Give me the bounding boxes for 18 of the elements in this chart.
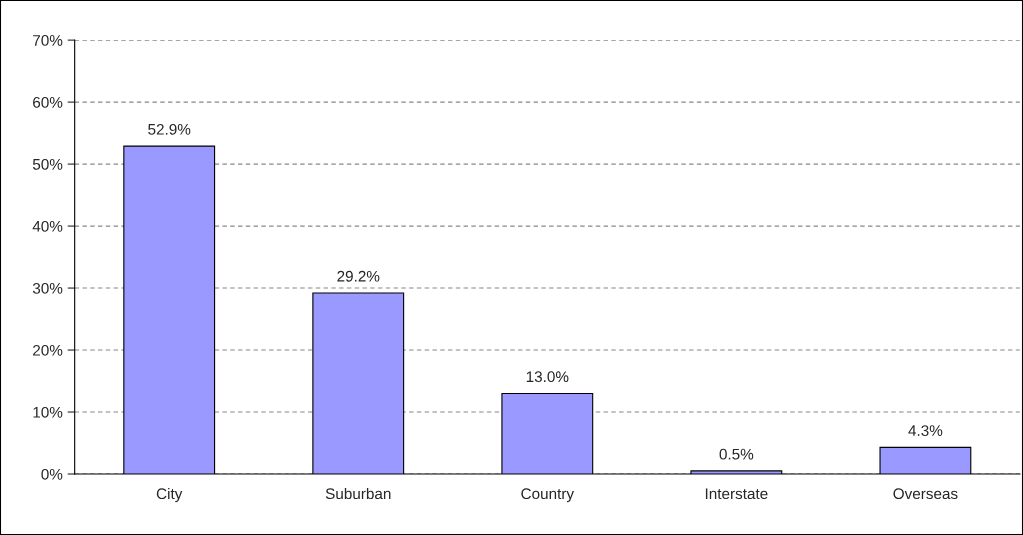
data-label: 13.0% bbox=[526, 371, 569, 383]
y-tick-label: 20% bbox=[33, 344, 63, 356]
x-tick-label: City bbox=[156, 487, 183, 503]
y-tick-label: 30% bbox=[32, 282, 63, 294]
y-tick-label: 70% bbox=[33, 34, 63, 46]
y-tick-label: 10% bbox=[33, 406, 63, 418]
x-tick-label: Interstate bbox=[705, 488, 768, 500]
data-label: 29.2% bbox=[337, 270, 380, 282]
y-tick-label: 0% bbox=[41, 468, 63, 480]
data-label: 4.3% bbox=[908, 425, 943, 436]
x-tick-label: Country bbox=[521, 488, 575, 503]
y-tick-label: 50% bbox=[32, 158, 63, 170]
data-label: 52.9% bbox=[148, 123, 191, 135]
y-tick-label: 40% bbox=[32, 220, 63, 232]
y-tick-label: 60% bbox=[33, 96, 63, 108]
x-tick-label: Overseas bbox=[893, 488, 958, 500]
x-tick-label: Suburban bbox=[325, 487, 391, 500]
data-label: 0.5% bbox=[719, 448, 754, 460]
